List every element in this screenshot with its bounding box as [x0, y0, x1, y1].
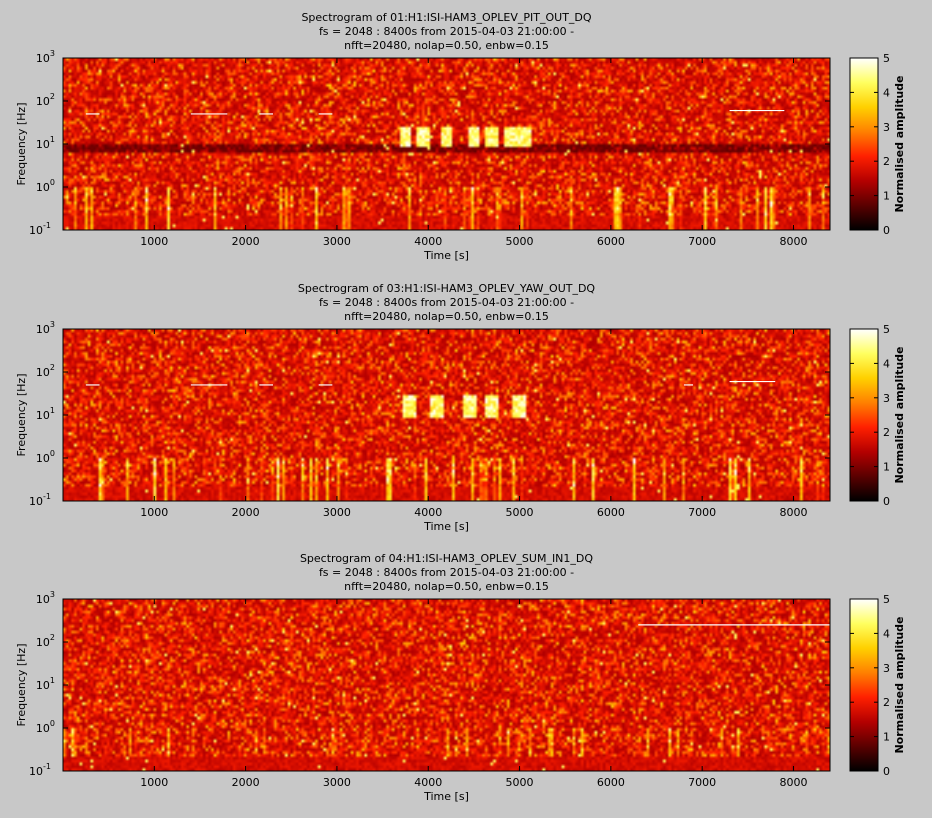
y-tick-label: 103: [36, 49, 55, 65]
y-axis-label: Frequency [Hz]: [15, 374, 28, 457]
colorbar-tick-label: 4: [883, 627, 890, 640]
colorbar-tick-label: 2: [883, 426, 890, 439]
y-tick-label: 100: [36, 449, 55, 465]
y-tick-label: 103: [36, 320, 55, 336]
colorbar-tick-label: 3: [883, 662, 890, 675]
x-tick-label: 8000: [779, 776, 807, 789]
x-tick-label: 4000: [414, 776, 442, 789]
colorbar-tick-label: 5: [883, 593, 890, 606]
plot-subtitle: nfft=20480, nolap=0.50, enbw=0.15: [344, 580, 549, 593]
x-tick-label: 5000: [506, 235, 534, 248]
colorbar-label: Normalised amplitude: [893, 616, 906, 753]
colorbar-tick-label: 1: [883, 461, 890, 474]
colorbar-tick-label: 4: [883, 357, 890, 370]
x-tick-label: 7000: [688, 235, 716, 248]
spectrogram-image: [63, 329, 830, 501]
x-tick-label: 2000: [232, 235, 260, 248]
spectrogram-panel-1: Spectrogram of 01:H1:ISI-HAM3_OPLEV_PIT_…: [15, 11, 906, 262]
plot-subtitle: fs = 2048 : 8400s from 2015-04-03 21:00:…: [319, 296, 574, 309]
plot-subtitle: nfft=20480, nolap=0.50, enbw=0.15: [344, 39, 549, 52]
colorbar-scale: [849, 328, 879, 502]
y-tick-label: 100: [36, 719, 55, 735]
y-tick-label: 10-1: [29, 492, 51, 508]
plot-subtitle: nfft=20480, nolap=0.50, enbw=0.15: [344, 310, 549, 323]
colorbar-tick-label: 2: [883, 155, 890, 168]
plot-subtitle: fs = 2048 : 8400s from 2015-04-03 21:00:…: [319, 25, 574, 38]
y-tick-label: 102: [36, 92, 55, 108]
x-tick-label: 1000: [140, 235, 168, 248]
y-axis-label: Frequency [Hz]: [15, 103, 28, 186]
colorbar-tick-label: 0: [883, 495, 890, 508]
x-tick-label: 1000: [140, 776, 168, 789]
colorbar-tick-label: 3: [883, 121, 890, 134]
y-tick-label: 10-1: [29, 221, 51, 237]
y-tick-label: 103: [36, 590, 55, 606]
x-tick-label: 8000: [779, 506, 807, 519]
x-tick-label: 3000: [323, 235, 351, 248]
spectrogram-panel-3: Spectrogram of 04:H1:ISI-HAM3_OPLEV_SUM_…: [15, 552, 906, 803]
y-tick-label: 101: [36, 406, 55, 422]
spectrogram-image: [63, 58, 830, 230]
colorbar-scale: [849, 57, 879, 231]
x-tick-label: 5000: [506, 776, 534, 789]
colorbar-tick-label: 2: [883, 696, 890, 709]
y-tick-label: 100: [36, 178, 55, 194]
x-axis-label: Time [s]: [423, 790, 469, 803]
x-axis-label: Time [s]: [423, 520, 469, 533]
x-tick-label: 2000: [232, 506, 260, 519]
x-axis-label: Time [s]: [423, 249, 469, 262]
spectrogram-image: [63, 599, 830, 771]
colorbar-label: Normalised amplitude: [893, 75, 906, 212]
y-tick-label: 10-1: [29, 762, 51, 778]
x-tick-label: 6000: [597, 235, 625, 248]
colorbar-tick-label: 1: [883, 190, 890, 203]
y-tick-label: 102: [36, 633, 55, 649]
y-tick-label: 101: [36, 135, 55, 151]
x-tick-label: 4000: [414, 506, 442, 519]
colorbar-tick-label: 5: [883, 52, 890, 65]
plot-title: Spectrogram of 03:H1:ISI-HAM3_OPLEV_YAW_…: [298, 282, 596, 295]
colorbar-tick-label: 0: [883, 765, 890, 778]
plot-title: Spectrogram of 01:H1:ISI-HAM3_OPLEV_PIT_…: [301, 11, 591, 24]
x-tick-label: 8000: [779, 235, 807, 248]
x-tick-label: 1000: [140, 506, 168, 519]
y-tick-label: 102: [36, 363, 55, 379]
x-tick-label: 5000: [506, 506, 534, 519]
x-tick-label: 6000: [597, 776, 625, 789]
x-tick-label: 6000: [597, 506, 625, 519]
colorbar-label: Normalised amplitude: [893, 346, 906, 483]
colorbar-tick-label: 1: [883, 731, 890, 744]
colorbar-scale: [849, 598, 879, 772]
x-tick-label: 7000: [688, 776, 716, 789]
spectrogram-panel-2: Spectrogram of 03:H1:ISI-HAM3_OPLEV_YAW_…: [15, 282, 906, 533]
plot-subtitle: fs = 2048 : 8400s from 2015-04-03 21:00:…: [319, 566, 574, 579]
colorbar-tick-label: 3: [883, 392, 890, 405]
colorbar-tick-label: 5: [883, 323, 890, 336]
x-tick-label: 3000: [323, 776, 351, 789]
y-tick-label: 101: [36, 676, 55, 692]
y-axis-label: Frequency [Hz]: [15, 644, 28, 727]
x-tick-label: 4000: [414, 235, 442, 248]
x-tick-label: 2000: [232, 776, 260, 789]
x-tick-label: 3000: [323, 506, 351, 519]
plot-title: Spectrogram of 04:H1:ISI-HAM3_OPLEV_SUM_…: [300, 552, 593, 565]
colorbar-tick-label: 4: [883, 86, 890, 99]
x-tick-label: 7000: [688, 506, 716, 519]
colorbar-tick-label: 0: [883, 224, 890, 237]
